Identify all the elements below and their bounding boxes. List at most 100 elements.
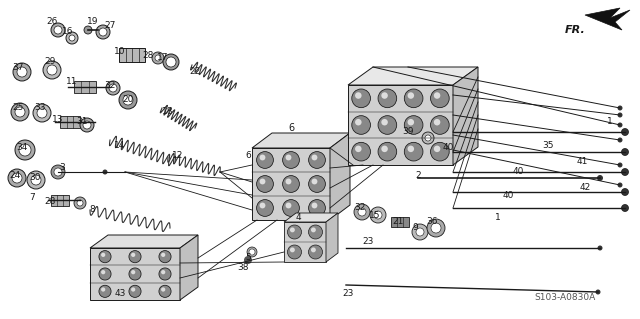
Text: 32: 32 <box>355 204 365 212</box>
Bar <box>348 85 453 165</box>
Text: 3: 3 <box>59 164 65 173</box>
Circle shape <box>247 247 257 257</box>
Polygon shape <box>90 235 198 248</box>
Text: 10: 10 <box>115 48 125 56</box>
Circle shape <box>434 119 440 125</box>
Circle shape <box>308 225 323 239</box>
Polygon shape <box>453 67 478 165</box>
Circle shape <box>129 251 141 263</box>
Text: 28: 28 <box>142 50 154 60</box>
Text: 6: 6 <box>288 123 294 133</box>
Circle shape <box>159 268 171 280</box>
Circle shape <box>431 142 449 161</box>
Text: 36: 36 <box>426 218 438 226</box>
Circle shape <box>355 119 362 125</box>
Circle shape <box>155 55 161 61</box>
Circle shape <box>96 25 110 39</box>
Text: 1: 1 <box>495 213 501 222</box>
Circle shape <box>15 140 35 160</box>
Text: 1: 1 <box>607 117 613 127</box>
Text: 13: 13 <box>52 115 64 124</box>
Circle shape <box>13 63 31 81</box>
Text: 24: 24 <box>10 170 20 180</box>
Circle shape <box>15 107 25 117</box>
Text: 38: 38 <box>237 263 249 272</box>
Polygon shape <box>585 8 630 30</box>
Circle shape <box>161 287 165 292</box>
Text: 9: 9 <box>412 224 418 233</box>
Circle shape <box>33 104 51 122</box>
Polygon shape <box>180 235 198 300</box>
Circle shape <box>166 57 176 67</box>
Text: 25: 25 <box>12 102 24 112</box>
Circle shape <box>287 245 301 259</box>
Text: 12: 12 <box>172 151 184 160</box>
Circle shape <box>69 35 75 41</box>
Text: 28: 28 <box>44 197 56 206</box>
Circle shape <box>378 116 397 134</box>
Circle shape <box>621 189 628 196</box>
Circle shape <box>374 211 382 219</box>
Circle shape <box>621 204 628 211</box>
Circle shape <box>404 142 423 161</box>
Circle shape <box>290 227 295 232</box>
Text: 41: 41 <box>576 158 588 167</box>
Text: 37: 37 <box>12 63 24 72</box>
Circle shape <box>312 154 317 160</box>
Text: 40: 40 <box>512 167 524 176</box>
Circle shape <box>47 65 57 75</box>
Text: S103-A0830A: S103-A0830A <box>534 293 596 302</box>
Circle shape <box>381 92 388 99</box>
Circle shape <box>43 61 61 79</box>
Text: 40: 40 <box>502 190 514 199</box>
Text: 22: 22 <box>189 68 200 77</box>
Circle shape <box>412 224 428 240</box>
Circle shape <box>308 175 325 192</box>
Text: 39: 39 <box>403 128 413 137</box>
Bar <box>252 148 330 220</box>
Bar <box>60 116 80 128</box>
Circle shape <box>408 145 414 152</box>
Text: 26: 26 <box>46 18 58 26</box>
Text: 4: 4 <box>295 213 301 222</box>
Text: 11: 11 <box>67 78 77 86</box>
Circle shape <box>159 251 171 263</box>
Circle shape <box>416 228 424 236</box>
Circle shape <box>131 270 135 274</box>
Circle shape <box>381 145 388 152</box>
Text: 33: 33 <box>35 103 45 113</box>
Text: 29: 29 <box>44 57 56 66</box>
Circle shape <box>285 179 291 184</box>
Circle shape <box>152 52 164 64</box>
Circle shape <box>101 287 106 292</box>
Polygon shape <box>326 213 338 262</box>
Circle shape <box>311 248 316 252</box>
Circle shape <box>83 121 91 129</box>
Text: 42: 42 <box>579 183 591 192</box>
Bar <box>90 248 180 300</box>
Circle shape <box>312 203 317 208</box>
Circle shape <box>381 119 388 125</box>
Circle shape <box>163 54 179 70</box>
Circle shape <box>260 179 266 184</box>
Circle shape <box>595 290 600 294</box>
Bar <box>391 217 409 227</box>
Text: 34: 34 <box>16 144 28 152</box>
Circle shape <box>618 137 623 143</box>
Circle shape <box>618 106 623 110</box>
Circle shape <box>101 270 106 274</box>
Circle shape <box>355 145 362 152</box>
Text: 23: 23 <box>342 288 354 298</box>
Circle shape <box>54 168 62 176</box>
Circle shape <box>427 219 445 237</box>
Polygon shape <box>348 67 478 85</box>
Circle shape <box>621 168 628 175</box>
Circle shape <box>131 287 135 292</box>
Circle shape <box>354 204 370 220</box>
Circle shape <box>352 116 371 134</box>
Bar <box>119 48 145 62</box>
Circle shape <box>408 92 414 99</box>
Text: 21: 21 <box>392 218 404 226</box>
Circle shape <box>84 26 92 34</box>
Circle shape <box>598 246 602 250</box>
